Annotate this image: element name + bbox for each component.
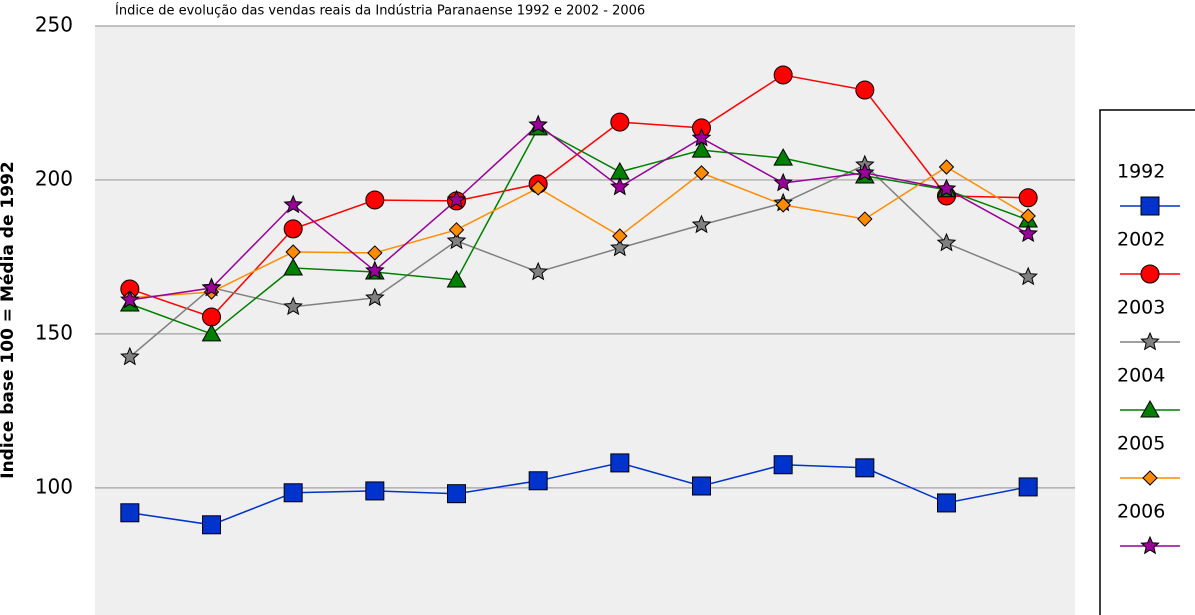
legend-label: 2006	[1117, 501, 1165, 523]
y-tick-label: 100	[35, 474, 73, 498]
marker	[283, 257, 304, 276]
chart-title: Índice de evolução das vendas reais da I…	[115, 3, 645, 19]
marker	[857, 211, 873, 227]
marker	[1140, 535, 1160, 555]
marker	[775, 197, 791, 213]
marker	[528, 471, 548, 491]
legend-label: 2002	[1117, 229, 1165, 251]
marker	[1018, 223, 1038, 243]
marker	[1140, 264, 1160, 284]
marker	[1020, 208, 1036, 224]
marker	[528, 261, 548, 281]
marker	[283, 296, 303, 316]
marker	[283, 219, 303, 239]
marker	[365, 260, 385, 280]
marker	[773, 65, 793, 85]
marker	[120, 346, 140, 366]
legend-label: 1992	[1117, 161, 1165, 183]
marker	[936, 178, 957, 198]
y-axis-label: Índice base 100 = Média de 1992	[0, 161, 18, 479]
series-line	[129, 166, 1029, 299]
marker	[446, 189, 467, 209]
legend	[1099, 109, 1195, 615]
marker	[202, 307, 221, 327]
marker	[855, 80, 875, 100]
marker	[938, 159, 955, 175]
marker	[691, 140, 712, 158]
marker	[773, 455, 793, 475]
y-tick-label: 150	[35, 320, 73, 344]
marker	[1140, 331, 1160, 351]
marker	[855, 458, 875, 478]
marker	[1142, 470, 1158, 486]
marker	[610, 237, 630, 257]
y-tick-label: 250	[35, 13, 73, 37]
marker	[447, 484, 466, 504]
marker	[1140, 399, 1160, 418]
marker	[691, 214, 712, 234]
marker	[610, 453, 630, 473]
marker	[937, 493, 956, 513]
y-tick-label: 200	[35, 166, 73, 190]
marker	[855, 162, 875, 182]
marker	[365, 190, 385, 210]
marker	[201, 277, 222, 297]
marker	[773, 172, 793, 192]
marker	[691, 127, 712, 147]
marker	[610, 176, 630, 196]
marker	[1140, 196, 1160, 216]
marker	[120, 503, 140, 523]
legend-label: 2003	[1117, 297, 1165, 319]
marker	[367, 245, 383, 261]
legend-label: 2004	[1117, 365, 1165, 387]
marker	[1018, 266, 1038, 286]
marker	[283, 194, 303, 214]
marker	[936, 232, 957, 252]
series-line	[129, 74, 1029, 318]
marker	[446, 269, 467, 288]
marker	[283, 483, 303, 503]
marker	[446, 230, 467, 250]
marker	[530, 180, 546, 196]
marker	[201, 323, 222, 342]
marker	[120, 289, 140, 309]
marker	[528, 114, 548, 134]
series-line	[129, 462, 1029, 526]
marker	[1018, 477, 1038, 497]
marker	[285, 244, 301, 260]
marker	[773, 148, 794, 166]
marker	[610, 112, 630, 132]
marker	[202, 515, 221, 535]
marker	[365, 287, 385, 307]
marker	[692, 476, 711, 496]
marker	[693, 165, 710, 181]
marker	[365, 481, 385, 501]
series-line	[129, 123, 1029, 301]
marker	[612, 228, 628, 244]
plot-area	[95, 26, 1075, 615]
marker	[1018, 188, 1038, 208]
marker	[448, 222, 465, 238]
legend-label: 2005	[1117, 433, 1165, 455]
series-line	[129, 126, 1029, 335]
